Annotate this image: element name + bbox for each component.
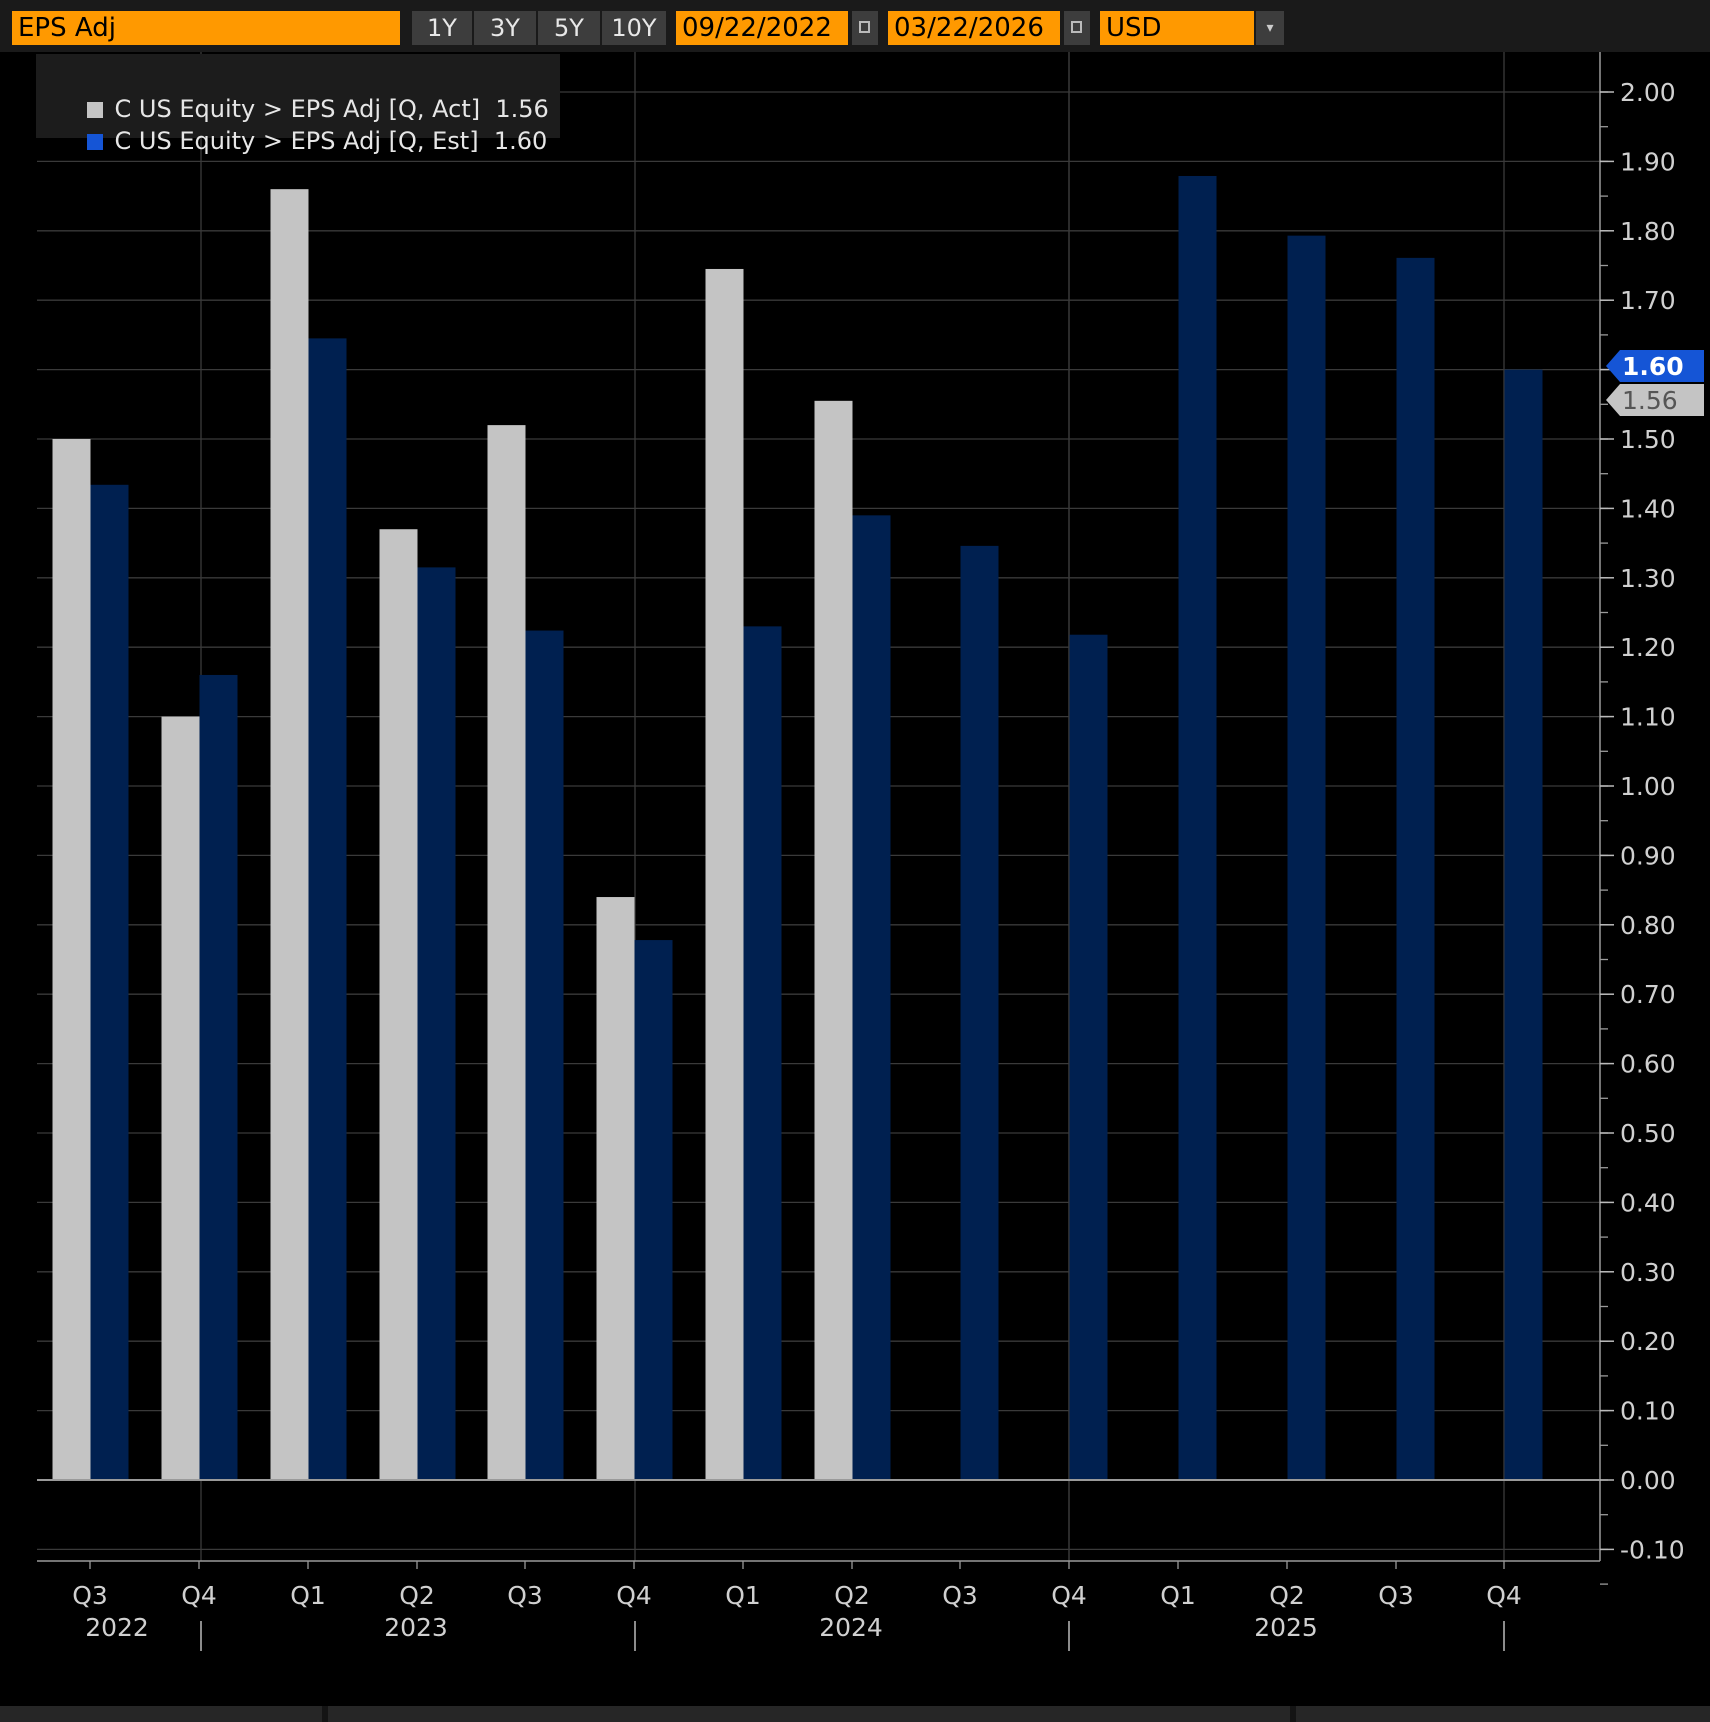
y-tick-label: 2.00	[1620, 78, 1676, 107]
currency-select[interactable]: USD	[1100, 11, 1254, 45]
bar-actual-q4-2022	[161, 716, 200, 1480]
x-quarter-label: Q3	[942, 1581, 978, 1610]
bar-estimate-q3-2024	[960, 545, 999, 1480]
y-tick-label: -0.10	[1620, 1535, 1685, 1564]
currency-dropdown-icon[interactable]: ▾	[1256, 11, 1284, 45]
range-10y-button[interactable]: 10Y	[602, 11, 666, 45]
y-tick-label: 0.40	[1620, 1188, 1676, 1217]
x-quarter-label: Q1	[290, 1581, 326, 1610]
x-quarter-label: Q4	[1051, 1581, 1087, 1610]
y-tick-label: 0.00	[1620, 1466, 1676, 1495]
end-date-input[interactable]: 03/22/2026	[888, 11, 1060, 45]
y-tick-label: 0.30	[1620, 1258, 1676, 1287]
range-1y-button[interactable]: 1Y	[412, 11, 472, 45]
legend-item-estimate[interactable]: C US Equity > EPS Adj [Q, Est] 1.60	[56, 96, 547, 155]
x-quarter-label: Q2	[399, 1581, 435, 1610]
legend-value-actual: 1.56	[495, 95, 549, 123]
legend-value-estimate: 1.60	[493, 127, 548, 155]
y-tick-label: 0.90	[1620, 841, 1676, 870]
bottom-strip	[0, 1706, 1710, 1722]
bar-actual-q3-2022	[52, 439, 91, 1480]
bottom-panel-left	[0, 1706, 322, 1722]
eps-bar-chart: -0.10 0.00 0.10 0.20 0.30 0.40 0.50 0.60 0.70 0.8…	[37, 52, 1704, 1651]
start-calendar-icon[interactable]	[852, 11, 878, 45]
legend-label-actual: C US Equity > EPS Adj [Q, Act]	[114, 95, 481, 123]
x-quarter-label: Q3	[1378, 1581, 1414, 1610]
bar-estimate-q2-2023	[417, 567, 456, 1480]
bar-estimate-q3-2022	[90, 484, 129, 1481]
x-quarter-label: Q3	[72, 1581, 108, 1610]
y-tick-label: 1.00	[1620, 772, 1676, 801]
x-quarter-label: Q1	[1160, 1581, 1196, 1610]
x-quarter-label: Q3	[507, 1581, 543, 1610]
bar-estimate-q2-2024	[852, 515, 891, 1480]
y-tick-label: 0.60	[1620, 1050, 1676, 1079]
y-tick-label: 1.70	[1620, 286, 1676, 315]
bar-actual-q2-2024	[814, 400, 853, 1481]
last-value-tag-label: 1.56	[1622, 386, 1678, 415]
bar-estimate-q2-2025	[1287, 235, 1326, 1481]
range-5y-button[interactable]: 5Y	[538, 11, 600, 45]
bar-estimate-q1-2023	[308, 338, 347, 1480]
x-year-label: 2022	[85, 1613, 149, 1642]
y-tick-label: 0.50	[1620, 1119, 1676, 1148]
bar-estimate-q1-2025	[1178, 175, 1217, 1480]
x-year-label: 2025	[1254, 1613, 1318, 1642]
range-3y-button[interactable]: 3Y	[474, 11, 536, 45]
last-value-tag	[1606, 350, 1704, 382]
y-tick-label: 1.30	[1620, 564, 1676, 593]
bottom-panel-middle	[328, 1706, 1290, 1722]
bar-estimate-q4-2022	[199, 674, 238, 1480]
last-value-tag-label: 1.60	[1622, 352, 1684, 381]
bar-actual-q3-2023	[487, 425, 526, 1480]
y-tick-label: 1.20	[1620, 633, 1676, 662]
x-quarter-label: Q2	[834, 1581, 870, 1610]
y-tick-label: 1.10	[1620, 703, 1676, 732]
x-year-label: 2023	[384, 1613, 448, 1642]
bar-estimate-q4-2025	[1504, 369, 1543, 1481]
bar-estimate-q1-2024	[743, 626, 782, 1480]
toolbar: EPS Adj 1Y 3Y 5Y 10Y 09/22/2022 03/22/20…	[0, 0, 1710, 52]
bottom-panel-right	[1296, 1706, 1710, 1722]
bar-estimate-q4-2023	[634, 940, 673, 1480]
field-input[interactable]: EPS Adj	[12, 11, 400, 45]
x-quarter-label: Q4	[1486, 1581, 1522, 1610]
y-tick-label: 1.50	[1620, 425, 1676, 454]
y-tick-label: 0.20	[1620, 1327, 1676, 1356]
bar-actual-q2-2023	[379, 529, 418, 1480]
bar-actual-q1-2024	[705, 268, 744, 1481]
bar-estimate-q4-2024	[1069, 634, 1108, 1480]
y-tick-label: 1.80	[1620, 217, 1676, 246]
y-tick-label: 0.80	[1620, 911, 1676, 940]
legend-swatch-estimate	[86, 134, 103, 150]
legend-item-actual[interactable]: C US Equity > EPS Adj [Q, Act] 1.56	[56, 64, 549, 123]
y-tick-label: 1.90	[1620, 147, 1676, 176]
y-tick-label: 0.70	[1620, 980, 1676, 1009]
y-tick-label: 0.10	[1620, 1397, 1676, 1426]
x-quarter-label: Q4	[616, 1581, 652, 1610]
x-quarter-label: Q4	[181, 1581, 217, 1610]
x-quarter-label: Q1	[725, 1581, 761, 1610]
end-calendar-icon[interactable]	[1064, 11, 1090, 45]
x-year-label: 2024	[819, 1613, 883, 1642]
bar-estimate-q3-2025	[1396, 257, 1435, 1481]
legend: C US Equity > EPS Adj [Q, Act] 1.56 C US…	[36, 54, 560, 155]
x-quarter-label: Q2	[1269, 1581, 1305, 1610]
last-value-tag	[1606, 384, 1704, 416]
legend-swatch-actual	[86, 102, 103, 118]
bar-actual-q4-2023	[596, 897, 635, 1480]
y-tick-label: 1.40	[1620, 494, 1676, 523]
bar-estimate-q3-2023	[525, 630, 564, 1480]
bar-actual-q1-2023	[270, 189, 309, 1480]
start-date-input[interactable]: 09/22/2022	[676, 11, 848, 45]
legend-label-estimate: C US Equity > EPS Adj [Q, Est]	[114, 127, 479, 155]
